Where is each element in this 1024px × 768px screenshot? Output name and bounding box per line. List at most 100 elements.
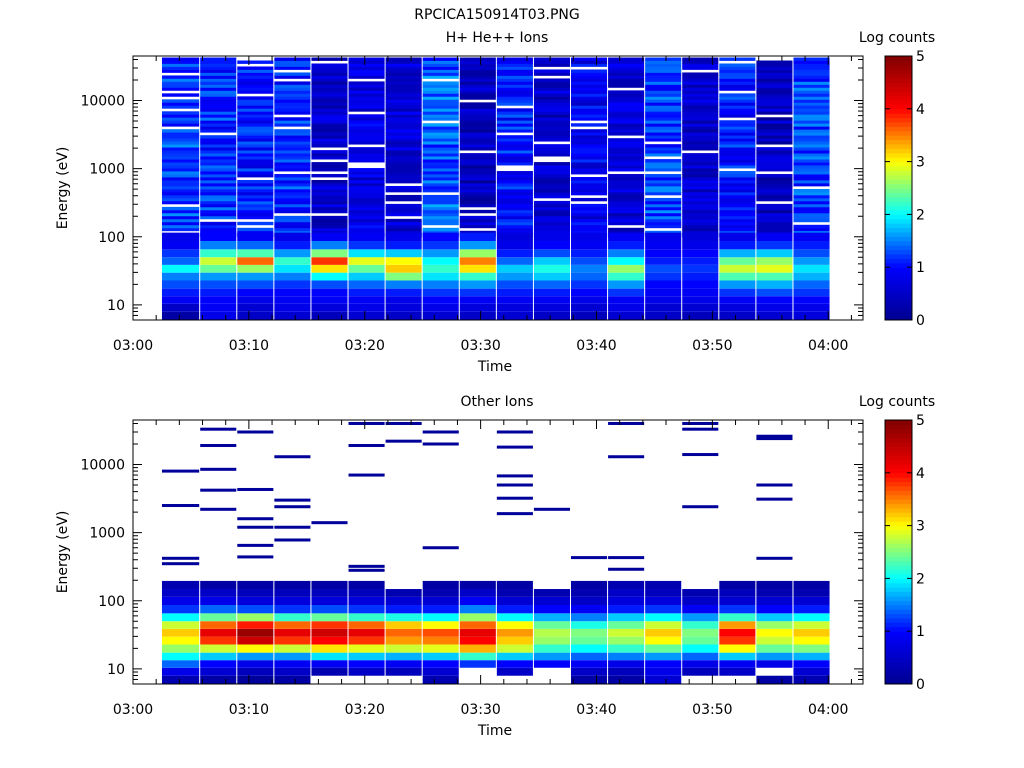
heatmap-cell (274, 159, 311, 163)
heatmap-cell (274, 179, 311, 184)
colorbar-swatch (885, 271, 912, 277)
heatmap-cell (756, 96, 793, 100)
sparse-count-line (756, 434, 793, 438)
heatmap-cell (200, 84, 237, 88)
heatmap-cell (237, 288, 274, 297)
heatmap-cell (348, 264, 385, 273)
heatmap-cell (200, 652, 237, 661)
heatmap-cell (793, 105, 830, 109)
heatmap-cell (274, 105, 311, 109)
heatmap-cell (756, 132, 793, 136)
heatmap-cell (348, 93, 385, 97)
heatmap-cell (348, 580, 385, 590)
heatmap-cell (459, 108, 496, 112)
colorbar-swatch (885, 486, 912, 491)
heatmap-cell (682, 311, 719, 321)
heatmap-cell (311, 129, 348, 133)
colorbar-swatch (885, 569, 912, 575)
heatmap-cell (756, 150, 793, 154)
heatmap-cell (200, 221, 237, 226)
heatmap-cell (348, 129, 385, 133)
heatmap-cell (793, 60, 830, 64)
heatmap-cell (237, 179, 274, 184)
colorbar-swatch (885, 139, 912, 145)
heatmap-cell (496, 596, 533, 606)
heatmap-cell (793, 165, 830, 169)
heatmap-cell (719, 296, 756, 304)
colorbar-swatch (885, 670, 912, 676)
colorbar-swatch (885, 538, 912, 544)
heatmap-cell (422, 156, 459, 160)
heatmap-cell (348, 141, 385, 145)
heatmap-cell (793, 264, 830, 273)
heatmap-cell (682, 156, 719, 160)
heatmap-cell (385, 230, 422, 235)
heatmap-cell (311, 81, 348, 85)
heatmap-cell (459, 182, 496, 187)
heatmap-cell (496, 232, 533, 242)
heatmap-cell (793, 87, 830, 91)
heatmap-cell (756, 84, 793, 88)
heatmap-cell (274, 206, 311, 211)
heatmap-cell (237, 153, 274, 157)
heatmap-cell (719, 84, 756, 88)
heatmap-cell (385, 129, 422, 133)
heatmap-cell (571, 232, 608, 242)
heatmap-cell (385, 57, 422, 61)
heatmap-cell (793, 81, 830, 85)
heatmap-cell (311, 194, 348, 199)
heatmap-cell (682, 60, 719, 64)
heatmap-cell (161, 185, 200, 190)
heatmap-cell (756, 135, 793, 139)
heatmap-cell (459, 147, 496, 151)
heatmap-cell (756, 156, 793, 160)
colorbar-swatch (885, 525, 912, 531)
heatmap-cell (496, 81, 533, 85)
heatmap-cell (237, 212, 274, 217)
heatmap-cell (645, 159, 682, 163)
heatmap-cell (459, 218, 496, 223)
heatmap-cell (274, 215, 311, 220)
sparse-count-line (756, 437, 793, 441)
colorbar-swatch (885, 284, 912, 290)
heatmap-cell (682, 209, 719, 214)
heatmap-cell (682, 117, 719, 121)
heatmap-cell (200, 200, 237, 205)
heatmap-cell (793, 147, 830, 151)
heatmap-cell (645, 57, 682, 61)
y-tick-label: 100 (98, 230, 125, 246)
heatmap-cell (274, 221, 311, 226)
heatmap-cell (719, 162, 756, 166)
heatmap-cell (608, 66, 645, 70)
heatmap-cell (645, 596, 682, 606)
heatmap-cell (422, 69, 459, 73)
heatmap-cell (533, 60, 570, 64)
heatmap-cell (793, 84, 830, 88)
heatmap-cell (459, 580, 496, 590)
heatmap-cell (793, 182, 830, 187)
heatmap-cell (385, 69, 422, 73)
heatmap-cell (311, 191, 348, 196)
heatmap-cell (496, 218, 533, 223)
heatmap-cell (719, 72, 756, 76)
heatmap-cell (682, 162, 719, 166)
colorbar-swatch (885, 622, 912, 628)
heatmap-cell (237, 84, 274, 88)
heatmap-cell (422, 132, 459, 136)
heatmap-cell (459, 111, 496, 115)
heatmap-cell (274, 197, 311, 202)
heatmap-cell (682, 120, 719, 124)
heatmap-cell (422, 179, 459, 184)
heatmap-cell (385, 288, 422, 297)
heatmap-cell (533, 209, 570, 214)
heatmap-cell (608, 147, 645, 151)
sparse-count-line (200, 507, 237, 511)
heatmap-cell (161, 162, 200, 166)
sparse-count-line (161, 504, 200, 508)
heatmap-cell (571, 224, 608, 229)
colorbar-swatch (885, 100, 912, 105)
heatmap-cell (719, 156, 756, 160)
colorbar-swatch (885, 157, 912, 163)
heatmap-cell (645, 144, 682, 148)
x-tick-label: 03:30 (460, 338, 500, 354)
